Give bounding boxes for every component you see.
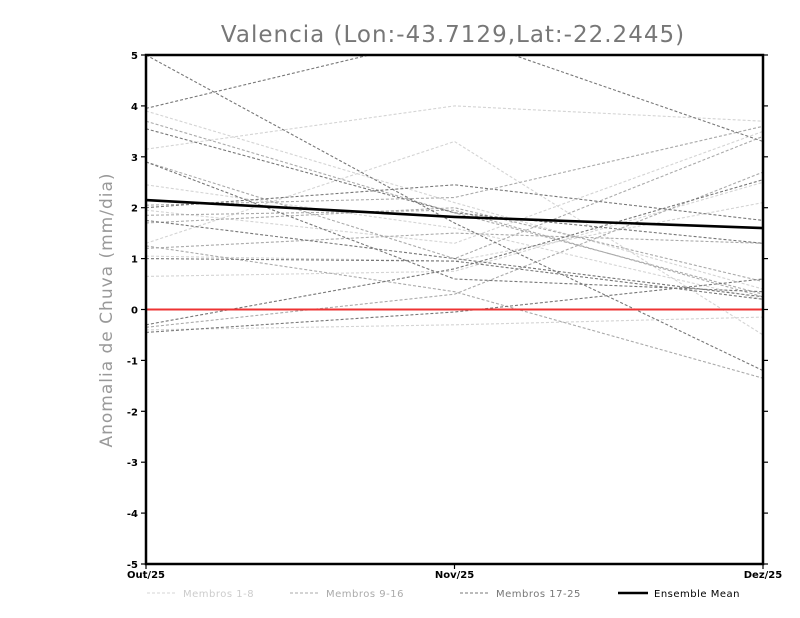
- series-line-membro-9: [146, 120, 763, 295]
- y-tick-label: 3: [131, 153, 138, 164]
- x-tick-label: Out/25: [127, 570, 165, 581]
- series-line-membro-11: [146, 207, 763, 283]
- series-line-membro-2: [146, 184, 763, 300]
- series-line-membro-15: [146, 245, 763, 379]
- y-tick-label: -2: [127, 407, 138, 418]
- series-line-membro-4: [146, 316, 763, 331]
- plot-frame: [144, 53, 765, 566]
- y-tick-label: 1: [131, 255, 138, 266]
- series-line-membro-22: [146, 258, 763, 300]
- y-tick-label: -3: [127, 458, 138, 469]
- series-line-membro-19: [146, 161, 763, 293]
- y-tick-label: -1: [127, 356, 138, 367]
- y-tick-label: 4: [131, 102, 138, 113]
- legend: Membros 1-8 Membros 9-16 Membros 17-25 Ense…: [147, 589, 740, 600]
- y-axis-label: Anomalia de Chuva (mm/dia): [97, 172, 117, 447]
- series-line-ensemble-mean: [146, 198, 763, 230]
- series-line-membro-3: [146, 181, 763, 277]
- series-line-membro-20: [146, 128, 763, 244]
- series-line-membro-12: [146, 171, 763, 328]
- y-tick-label: -5: [127, 560, 138, 571]
- series-line-membro-23: [146, 184, 763, 221]
- series-line-membro-18: [146, 55, 763, 372]
- series-line-membro-17: [146, 55, 763, 143]
- series-line-membro-7: [146, 110, 763, 290]
- plot-area: [146, 55, 763, 379]
- series-line-membro-1: [146, 105, 763, 150]
- y-tick-label: 0: [131, 306, 138, 317]
- legend-label: Membros 1-8: [183, 589, 254, 600]
- y-tick-label: 2: [131, 204, 138, 215]
- series-line-membro-21: [146, 179, 763, 326]
- legend-label: Ensemble Mean: [654, 589, 740, 600]
- series-line-membro-14: [146, 125, 763, 206]
- series-line-membro-5: [146, 140, 763, 336]
- series-line-membro-24: [146, 278, 763, 333]
- series-line-membro-13: [146, 232, 763, 249]
- series-line-membro-8: [146, 202, 763, 262]
- series-line-membro-10: [146, 135, 763, 260]
- x-tick-label: Dez/25: [744, 570, 783, 581]
- series-line-membro-16: [146, 209, 763, 298]
- y-tick-label: 5: [131, 51, 138, 62]
- x-tick-label: Nov/25: [435, 570, 474, 581]
- legend-label: Membros 17-25: [496, 589, 581, 600]
- chart-title: Valencia (Lon:-43.7129,Lat:-22.2445): [221, 22, 685, 48]
- series-line-membro-25: [146, 219, 763, 298]
- legend-label: Membros 9-16: [326, 589, 404, 600]
- y-tick-label: -4: [127, 509, 138, 520]
- series-line-membro-6: [146, 130, 763, 244]
